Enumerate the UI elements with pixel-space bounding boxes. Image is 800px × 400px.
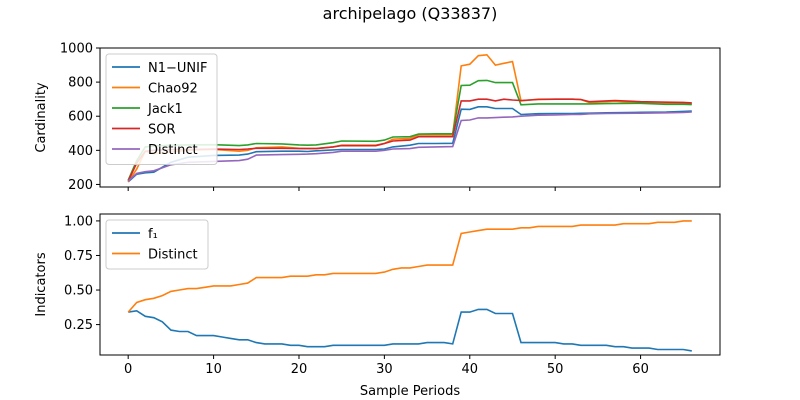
x-tick-label: 30 [376, 362, 393, 377]
x-tick-label: 0 [124, 362, 132, 377]
indicators-legend: f₁ Distinct [105, 219, 209, 270]
legend-label-1: Chao92 [148, 82, 198, 97]
x-tick-label: 10 [205, 362, 222, 377]
series-line-0 [127, 106, 692, 183]
cardinality-panel: 200 400 600 800 1000 Cardinality N1−UNIF Chao… [34, 42, 721, 193]
y-tick-label: 0.50 [64, 284, 93, 299]
indicators-axes-frame [99, 213, 721, 356]
y-tick-label: 1.00 [64, 214, 93, 229]
y-tick-label: 1000 [60, 42, 93, 57]
y-tick-label: 0.75 [64, 249, 93, 264]
legend-label-0: f₁ [148, 227, 158, 242]
y-tick-label: 400 [68, 144, 93, 159]
series-line-0 [128, 308, 692, 352]
x-tick-label: 50 [547, 362, 564, 377]
cardinality-axes-frame [99, 47, 721, 188]
indicators-ticks: 0 10 20 30 40 50 60 0.25 0.50 0.75 1.00 [64, 214, 649, 377]
indicators-panel: 0 10 20 30 40 50 60 0.25 0.50 0.75 1.00 Indicators… [34, 213, 721, 399]
legend-label-3: SOR [148, 123, 176, 138]
series-line-2 [127, 79, 692, 181]
legend-label-4: Distinct [148, 143, 198, 158]
series-line-4 [127, 111, 692, 182]
legend-label-0: N1−UNIF [148, 61, 207, 76]
legend-box [105, 53, 218, 165]
y-tick-label: 600 [68, 110, 93, 125]
x-tick-label: 20 [291, 362, 308, 377]
y-tick-label: 200 [68, 178, 93, 193]
legend-label-2: Jack1 [147, 102, 183, 117]
x-tick-label: 40 [462, 362, 479, 377]
cardinality-y-axis-label: Cardinality [34, 82, 49, 153]
x-axis-label: Sample Periods [360, 384, 460, 399]
cardinality-legend: N1−UNIF Chao92 Jack1 SOR Distinct [105, 53, 218, 165]
cardinality-lines [127, 53, 692, 183]
series-line-3 [127, 98, 692, 182]
series-line-1 [127, 220, 692, 313]
figure-title: archipelago (Q33837) [323, 4, 498, 23]
x-tick-label: 60 [632, 362, 649, 377]
legend-label-1: Distinct [148, 248, 198, 263]
indicators-lines [127, 220, 692, 352]
cardinality-ticks: 200 400 600 800 1000 [60, 42, 642, 193]
indicators-y-axis-label: Indicators [34, 252, 49, 316]
y-tick-label: 0.25 [64, 318, 93, 333]
y-tick-label: 800 [68, 76, 93, 91]
